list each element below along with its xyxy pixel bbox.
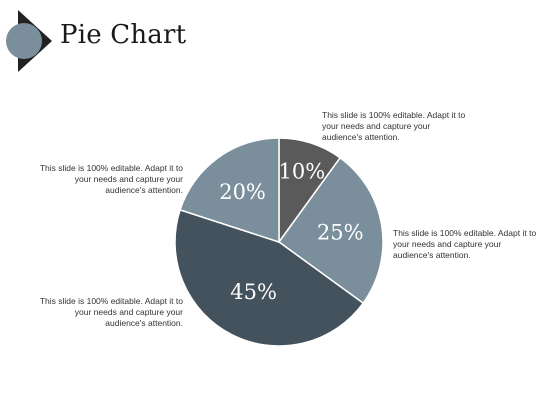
caption-left-top: This slide is 100% editable. Adapt it to… — [39, 163, 183, 195]
pie-slice-label-1: 10% — [279, 160, 326, 184]
header-circle-arrow-icon — [6, 10, 52, 72]
pie-slice-2 — [277, 156, 384, 305]
pie-slices — [174, 137, 384, 347]
pie-slice-4 — [179, 137, 280, 244]
pie-slice-3 — [174, 208, 365, 347]
pie-slice-label-2: 25% — [317, 220, 364, 244]
caption-top-right: This slide is 100% editable. Adapt it to… — [322, 110, 466, 142]
page-title: Pie Chart — [60, 20, 187, 50]
pie-labels: 10% 25% 45% 20% — [219, 160, 363, 304]
caption-left-bottom: This slide is 100% editable. Adapt it to… — [39, 296, 183, 328]
header-circle-shape — [6, 23, 42, 59]
pie-slice-label-3: 45% — [230, 280, 277, 304]
pie-slice-label-4: 20% — [219, 180, 266, 204]
caption-right: This slide is 100% editable. Adapt it to… — [393, 228, 537, 260]
